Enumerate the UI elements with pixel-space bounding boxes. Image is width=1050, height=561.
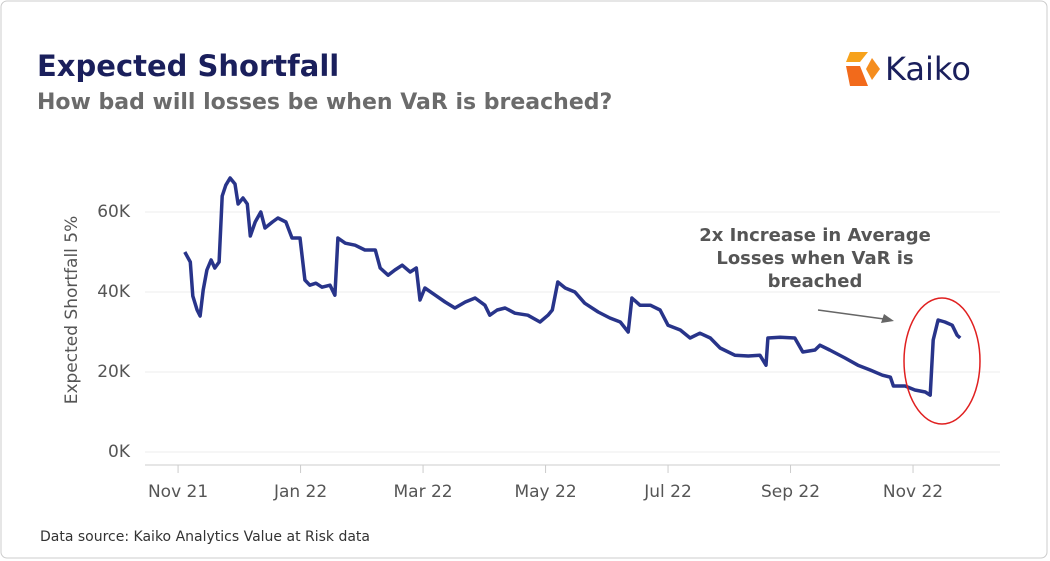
- chart-subtitle: How bad will losses be when VaR is breac…: [37, 90, 612, 115]
- source: Data source: Kaiko Analytics Value at Ri…: [40, 529, 370, 545]
- x-tick-label: May 22: [514, 482, 576, 502]
- chart-title: Expected Shortfall: [37, 49, 339, 83]
- x-tick-label: Jul 22: [643, 482, 692, 502]
- y-axis-label: Expected Shortfall 5%: [62, 216, 82, 405]
- line-series: [183, 176, 962, 397]
- y-tick-label: 0K: [108, 442, 131, 462]
- annotation-arrow: [817, 309, 885, 320]
- annotation: 2x Increase in Average Losses when VaR is…: [699, 225, 981, 425]
- x-tick-label: Mar 22: [393, 482, 452, 502]
- logo-text: Kaiko: [885, 50, 971, 88]
- y-tick-label: 40K: [97, 282, 131, 302]
- x-tick-label: Nov 22: [883, 482, 943, 502]
- x-tick-label: Jan 22: [273, 482, 327, 502]
- x-tick-label: Sep 22: [761, 482, 820, 502]
- y-tick-label: 20K: [97, 362, 131, 382]
- annotation-text: 2x Increase in Average Losses when VaR is…: [699, 225, 931, 292]
- arrow-head: [881, 314, 894, 323]
- logo-icon: [846, 52, 880, 86]
- y-tick-label: 60K: [97, 202, 131, 222]
- highlight-ellipse: [903, 297, 981, 425]
- x-tick-label: Nov 21: [148, 482, 208, 502]
